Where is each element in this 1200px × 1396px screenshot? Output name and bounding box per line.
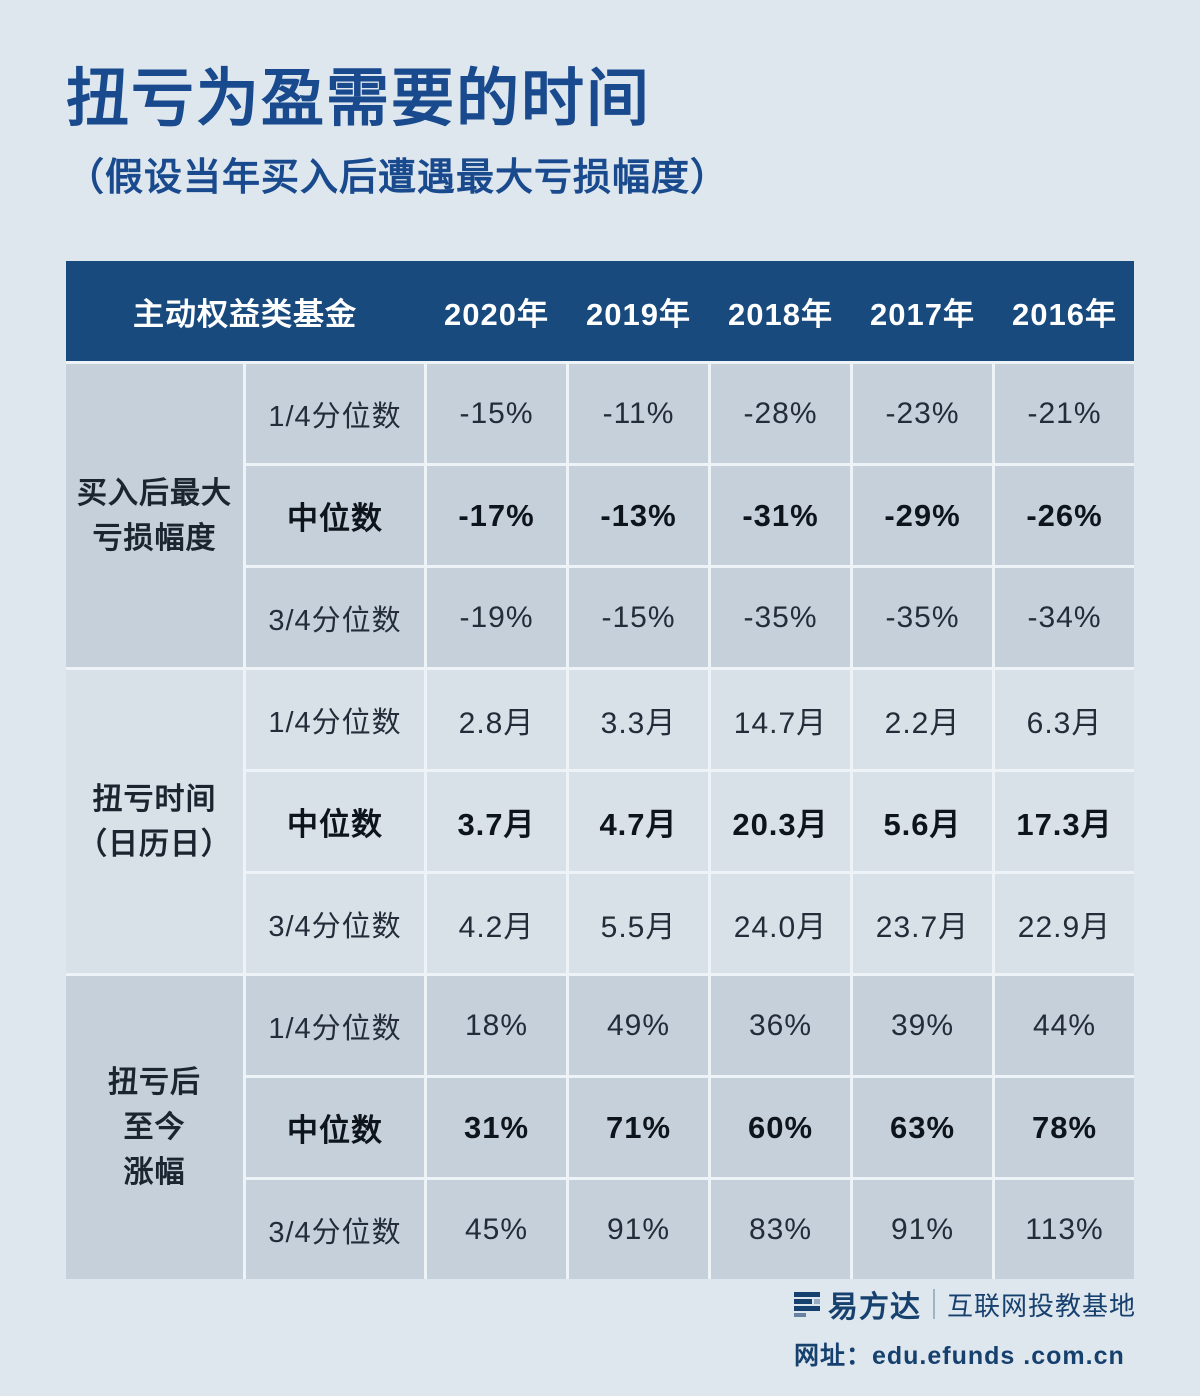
row-group-label-gain-since: 扭亏后 至今 涨幅 — [66, 976, 243, 1280]
table-cell: 2.8月 — [427, 670, 566, 770]
table-header-year-2020: 2020年 — [444, 296, 549, 332]
table-cell: 78% — [995, 1078, 1134, 1178]
table-cell: -35% — [853, 568, 992, 668]
row-group-label-max-drawdown: 买入后最大 亏损幅度 — [66, 364, 243, 668]
table-cell: -15% — [427, 364, 566, 464]
table-cell: -21% — [995, 364, 1134, 464]
footer-branding: 易方达 互联网投教基地 网址：edu.efunds .com.cn — [793, 1282, 1136, 1372]
table-header-year-2018: 2018年 — [728, 296, 833, 332]
table-cell: 36% — [711, 976, 850, 1076]
page-subtitle: （假设当年买入后遭遇最大亏损幅度） — [66, 156, 730, 199]
table-cell: 23.7月 — [853, 874, 992, 974]
table-cell: 44% — [995, 976, 1134, 1076]
table-header-year-2019: 2019年 — [586, 296, 691, 332]
table-cell: 24.0月 — [711, 874, 850, 974]
quantile-label: 中位数 — [246, 1078, 424, 1178]
efunds-logo-icon — [793, 1291, 820, 1317]
quantile-label: 1/4分位数 — [246, 976, 424, 1076]
table-cell: 83% — [711, 1180, 850, 1280]
table-header-category: 主动权益类基金 — [133, 296, 357, 332]
table-cell: 45% — [427, 1180, 566, 1280]
quantile-label: 1/4分位数 — [246, 670, 424, 770]
table-cell: -11% — [569, 364, 708, 464]
table-cell: -19% — [427, 568, 566, 668]
table-cell: 91% — [569, 1180, 708, 1280]
table-cell: 3.7月 — [427, 772, 566, 872]
table-cell: 71% — [569, 1078, 708, 1178]
table-cell: 2.2月 — [853, 670, 992, 770]
footer-url: 网址：edu.efunds .com.cn — [793, 1342, 1125, 1370]
table-cell: 4.7月 — [569, 772, 708, 872]
table-cell: 18% — [427, 976, 566, 1076]
quantile-label: 3/4分位数 — [246, 1180, 424, 1280]
content-area: 扭亏为盈需要的时间 （假设当年买入后遭遇最大亏损幅度） 主动权益类基金 2020… — [66, 64, 1134, 1280]
brand-name: 易方达 — [827, 1291, 921, 1324]
table-cell: 5.5月 — [569, 874, 708, 974]
table-cell: -23% — [853, 364, 992, 464]
table-cell: 31% — [427, 1078, 566, 1178]
quantile-label: 3/4分位数 — [246, 568, 424, 668]
quantile-label: 中位数 — [246, 772, 424, 872]
table-cell: -28% — [711, 364, 850, 464]
quantile-label: 1/4分位数 — [246, 364, 424, 464]
brand-slogan: 互联网投教基地 — [946, 1290, 1136, 1321]
table-cell: 22.9月 — [995, 874, 1134, 974]
table-cell: -31% — [711, 466, 850, 566]
table-cell: -17% — [427, 466, 566, 566]
table-header-row: 主动权益类基金 2020年 2019年 2018年 2017年 2016年 — [66, 261, 1134, 362]
table-cell: 17.3月 — [995, 772, 1134, 872]
footer-divider — [932, 1289, 935, 1319]
table-cell: 39% — [853, 976, 992, 1076]
row-group-label-turnaround-time: 扭亏时间 （日历日） — [66, 670, 243, 974]
table-cell: 49% — [569, 976, 708, 1076]
table-cell: 113% — [995, 1180, 1134, 1280]
table-cell: -34% — [995, 568, 1134, 668]
page-title: 扭亏为盈需要的时间 — [66, 64, 651, 134]
footer-brand-row: 易方达 互联网投教基地 — [793, 1282, 1136, 1326]
table-cell: 20.3月 — [711, 772, 850, 872]
turnaround-table: 主动权益类基金 2020年 2019年 2018年 2017年 2016年 买入… — [66, 261, 1134, 1280]
table-cell: 5.6月 — [853, 772, 992, 872]
table-cell: 91% — [853, 1180, 992, 1280]
table-cell: 6.3月 — [995, 670, 1134, 770]
table-cell: 4.2月 — [427, 874, 566, 974]
table-cell: -15% — [569, 568, 708, 668]
table-header-year-2017: 2017年 — [870, 296, 975, 332]
table-cell: -13% — [569, 466, 708, 566]
table-cell: 14.7月 — [711, 670, 850, 770]
table-cell: -29% — [853, 466, 992, 566]
table-header-year-2016: 2016年 — [1012, 296, 1117, 332]
table-cell: 63% — [853, 1078, 992, 1178]
table-cell: -26% — [995, 466, 1134, 566]
table-cell: 60% — [711, 1078, 850, 1178]
table-cell: 3.3月 — [569, 670, 708, 770]
quantile-label: 中位数 — [246, 466, 424, 566]
quantile-label: 3/4分位数 — [246, 874, 424, 974]
table-cell: -35% — [711, 568, 850, 668]
